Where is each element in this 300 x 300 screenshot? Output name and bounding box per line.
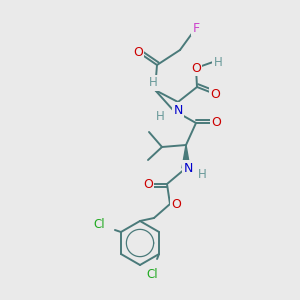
Text: H: H [148, 76, 158, 89]
Text: H: H [214, 56, 222, 68]
Text: H: H [156, 110, 164, 122]
Text: N: N [173, 103, 183, 116]
Text: O: O [211, 116, 221, 130]
Text: N: N [183, 161, 193, 175]
Text: H: H [198, 167, 206, 181]
Text: Cl: Cl [146, 268, 158, 281]
Text: O: O [210, 88, 220, 100]
Text: O: O [191, 61, 201, 74]
Text: O: O [143, 178, 153, 190]
Text: O: O [171, 197, 181, 211]
Polygon shape [182, 145, 190, 168]
Text: O: O [133, 46, 143, 59]
Text: F: F [192, 22, 200, 34]
Text: Cl: Cl [93, 218, 105, 230]
